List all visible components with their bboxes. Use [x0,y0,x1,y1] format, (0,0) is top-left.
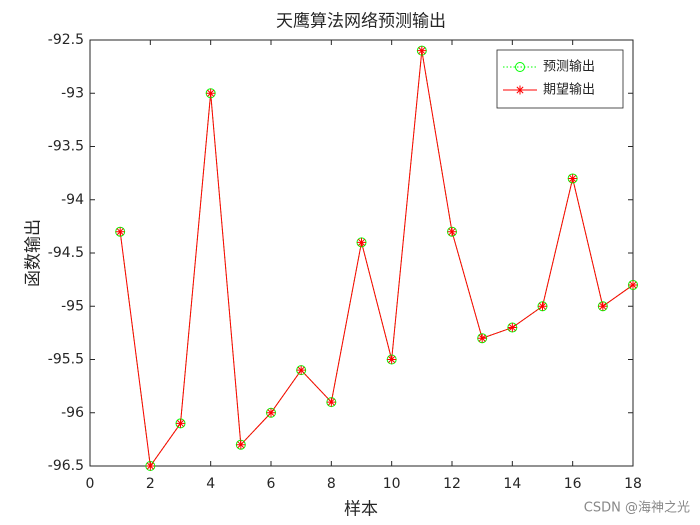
x-axis-label: 样本 [344,500,378,520]
marker [145,461,155,471]
marker [266,408,276,418]
x-tick-label: 14 [503,476,521,492]
y-tick-label: -95 [61,298,84,314]
x-tick-label: 0 [86,476,95,492]
marker [206,88,216,98]
marker [507,323,517,333]
marker [296,365,306,375]
watermark: CSDN @海神之光 [584,501,690,516]
marker [326,397,336,407]
y-axis-label: 函数输出 [24,219,44,287]
marker [447,227,457,237]
marker [598,301,608,311]
x-tick-label: 12 [443,476,461,492]
x-tick-label: 18 [624,476,642,492]
x-tick-label: 6 [267,476,276,492]
y-tick-label: -93 [61,85,84,101]
marker [417,46,427,56]
marker [538,301,547,311]
marker [477,333,487,343]
y-tick-label: -94.5 [48,245,84,261]
y-tick-label: -94 [61,192,84,208]
marker [176,418,185,428]
marker [628,280,638,290]
x-tick-label: 4 [206,476,215,492]
line [119,50,634,468]
marker [568,173,578,183]
y-tick-label: -95.5 [48,352,84,368]
x-tick-label: 16 [564,476,582,492]
marker [387,355,397,364]
legend-label: 期望输出 [543,82,595,98]
legend-marker [515,85,525,95]
legend-label: 预测输出 [543,59,595,75]
chart-title: 天鹰算法网络预测输出 [276,12,446,32]
marker [357,237,366,247]
y-tick-label: -96.5 [48,458,84,474]
legend-marker [515,62,525,72]
x-tick-label: 2 [146,476,155,492]
marker [115,227,125,237]
y-tick-label: -93.5 [48,139,84,155]
marker [236,440,246,450]
x-tick-label: 10 [383,476,401,492]
legend-box [496,49,624,109]
y-tick-label: -96 [61,405,84,421]
y-tick-label: -92.5 [48,32,84,48]
plot-area [89,39,634,467]
x-tick-label: 8 [327,476,336,492]
